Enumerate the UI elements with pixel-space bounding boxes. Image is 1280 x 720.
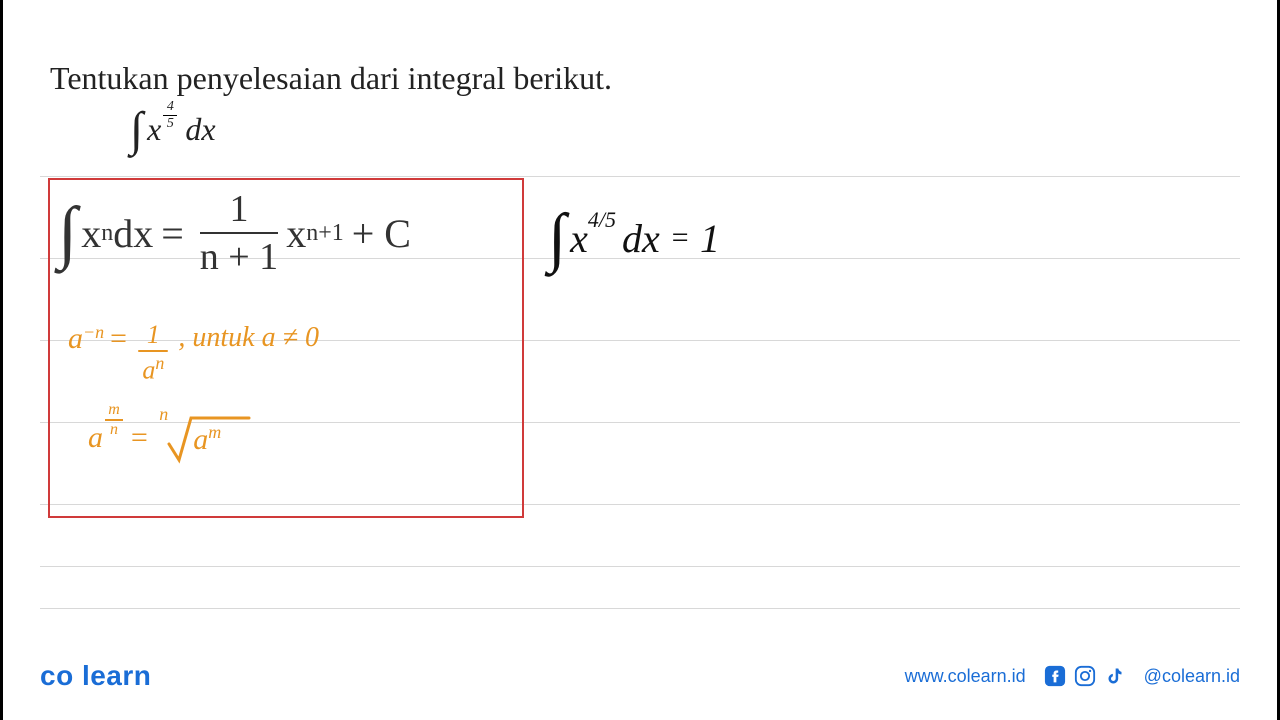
frac-den: n + 1: [200, 238, 278, 276]
exponent-fraction: 4 5: [163, 100, 177, 131]
eq-sign: =: [129, 421, 149, 455]
formula-rhs-var: x: [286, 210, 306, 257]
brand-logo: co learn: [40, 660, 151, 692]
radicand-exp: m: [208, 422, 221, 442]
formula-fraction: 1 n + 1: [200, 190, 278, 276]
rule2-base: a: [88, 421, 103, 455]
work-exp: 4/5: [588, 207, 616, 233]
formula-var: x: [81, 210, 101, 257]
formula-rhs-exp: n+1: [306, 220, 344, 247]
rule1-base: a: [68, 322, 83, 356]
integral-sign: ∫: [58, 193, 77, 273]
instagram-icon: [1074, 665, 1096, 687]
rule2-exp-frac: m n: [105, 402, 123, 438]
working-step-1: ∫ x4/5 dx = 1: [548, 200, 720, 276]
formula-dx: dx: [113, 210, 153, 257]
exp-numerator: 4: [167, 100, 174, 114]
footer: co learn www.colearn.id @colearn.id: [40, 660, 1240, 692]
rule1-exp: −n: [83, 322, 104, 343]
facebook-icon: [1044, 665, 1066, 687]
eq-sign: =: [108, 322, 128, 356]
radicand-base: a: [193, 423, 208, 456]
rule1-num: 1: [143, 322, 164, 348]
work-var: x: [570, 215, 588, 262]
rule1-den-exp: n: [155, 353, 164, 373]
footer-handle: @colearn.id: [1144, 666, 1240, 687]
work-dx: dx: [622, 215, 660, 262]
eq-sign: =: [670, 221, 690, 255]
exponent-rule-1: a−n = 1 an , untuk a ≠ 0: [68, 322, 319, 384]
radical: n am: [161, 410, 251, 466]
power-rule-formula: ∫ xn dx = 1 n + 1 xn+1 + C: [58, 190, 411, 276]
social-icons: [1044, 665, 1126, 687]
rule2-exp-den: n: [110, 422, 118, 438]
footer-url: www.colearn.id: [905, 666, 1026, 687]
formula-exp: n: [101, 220, 113, 247]
rule1-condition: , untuk a ≠ 0: [178, 322, 319, 354]
work-rhs: 1: [700, 215, 720, 262]
frac-num: 1: [229, 190, 248, 228]
rule1-fraction: 1 an: [138, 322, 168, 384]
tiktok-icon: [1104, 665, 1126, 687]
formula-constant: + C: [352, 210, 411, 257]
rule2-exp-num: m: [108, 402, 120, 418]
exponent-rule-2: a m n = n am: [88, 410, 251, 466]
integral-sign: ∫: [548, 200, 566, 276]
rule1-den-base: a: [142, 356, 155, 385]
root-index: n: [159, 404, 168, 425]
exp-denominator: 5: [167, 117, 174, 131]
